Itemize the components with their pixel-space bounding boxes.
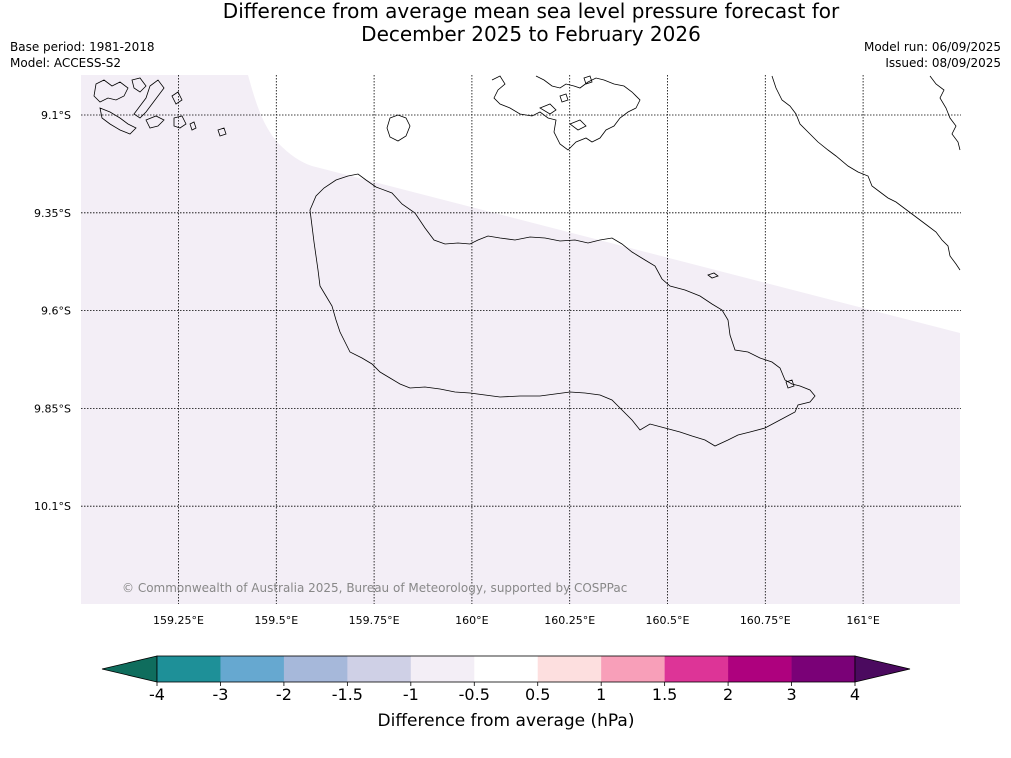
- colorbar-segment: [157, 656, 221, 682]
- coastlines: [93, 75, 961, 447]
- colorbar-extend-low: [101, 655, 158, 683]
- lon-tick-label: 161°E: [846, 614, 879, 627]
- model-run: Model run: 06/09/2025: [863, 40, 1001, 54]
- longitude-gridlines: [178, 75, 864, 604]
- colorbar-segment: [474, 656, 539, 682]
- colorbar-segment: [283, 656, 348, 682]
- title-line-2: December 2025 to February 2026: [361, 22, 701, 46]
- colorbar-tick-label: -2: [276, 685, 292, 704]
- colorbar-tick-label: -1.5: [332, 685, 363, 704]
- colorbar-tick-label: -1: [403, 685, 419, 704]
- lat-tick-label: 9.35°S: [34, 207, 71, 220]
- lat-tick-label: 9.6°S: [41, 305, 71, 318]
- colorbar-tick-label: -0.5: [459, 685, 490, 704]
- small-islet-south-east: [785, 379, 795, 389]
- lon-tick-label: 159.75°E: [349, 614, 400, 627]
- latitude-tick-labels: 9.1°S 9.35°S 9.6°S 9.85°S 10.1°S: [34, 109, 71, 513]
- meta-left: Base period: 1981-2018 Model: ACCESS-S2: [10, 39, 155, 71]
- copyright-notice: © Commonwealth of Australia 2025, Bureau…: [122, 581, 627, 595]
- colorbar-segment: [537, 656, 602, 682]
- latitude-gridlines: [81, 114, 961, 507]
- lon-tick-label: 160.75°E: [740, 614, 791, 627]
- model-name: Model: ACCESS-S2: [10, 56, 122, 70]
- anomaly-region: [81, 75, 960, 604]
- colorbar-tick-label: 2: [723, 685, 733, 704]
- savo-and-russell-islands: [93, 77, 227, 137]
- issued-date: Issued: 08/09/2025: [885, 56, 1001, 70]
- colorbar-segment: [601, 656, 665, 682]
- longitude-tick-labels: 159.25°E 159.5°E 159.75°E 160°E 160.25°E 160.…: [153, 614, 880, 627]
- colorbar-segment: [664, 656, 729, 682]
- florida-islands-coastline: [491, 75, 641, 151]
- colorbar-tick-label: 1.5: [652, 685, 677, 704]
- colorbar-segment: [410, 656, 475, 682]
- map-title: Difference from average mean sea level p…: [0, 0, 1011, 46]
- colorbar-tick-label: 0.5: [525, 685, 550, 704]
- nggela-islets: [559, 75, 593, 103]
- guadalcanal-coastline: [309, 173, 816, 447]
- colorbar-extend-high: [854, 655, 911, 683]
- malaita-coastline: [771, 75, 961, 271]
- lon-tick-label: 160°E: [455, 614, 488, 627]
- colorbar-segment: [347, 656, 412, 682]
- colorbar-segment: [220, 656, 285, 682]
- colorbar-tick-label: -3: [212, 685, 228, 704]
- colorbar-tick-label: 4: [850, 685, 860, 704]
- lon-tick-label: 159.25°E: [153, 614, 204, 627]
- lon-tick-label: 159.5°E: [254, 614, 298, 627]
- colorbar-tick-label: 1: [596, 685, 606, 704]
- lat-tick-label: 9.1°S: [41, 109, 71, 122]
- meta-right: Model run: 06/09/2025 Issued: 08/09/2025: [864, 39, 1001, 71]
- lat-tick-label: 9.85°S: [34, 402, 71, 415]
- base-period: Base period: 1981-2018: [10, 40, 155, 54]
- colorbar: -4 -3 -2 -1.5 -1 -0.5 0.5 1 1.5 2 3 4 Difference fr…: [101, 655, 911, 731]
- lon-tick-label: 160.25°E: [544, 614, 595, 627]
- islet-center-north: [386, 114, 411, 142]
- colorbar-segment: [728, 656, 792, 682]
- lat-tick-label: 10.1°S: [34, 500, 71, 513]
- colorbar-label: Difference from average (hPa): [378, 711, 635, 731]
- lon-tick-label: 160.5°E: [646, 614, 690, 627]
- colorbar-tick-labels: -4 -3 -2 -1.5 -1 -0.5 0.5 1 1.5 2 3 4: [149, 682, 860, 704]
- colorbar-segment: [791, 656, 856, 682]
- malaita-east-coast: [929, 75, 961, 151]
- colorbar-tick-label: -4: [149, 685, 165, 704]
- colorbar-tick-label: 3: [786, 685, 796, 704]
- colorbar-segments: [156, 655, 856, 683]
- small-island-east: [707, 272, 719, 279]
- title-line-1: Difference from average mean sea level p…: [222, 0, 840, 23]
